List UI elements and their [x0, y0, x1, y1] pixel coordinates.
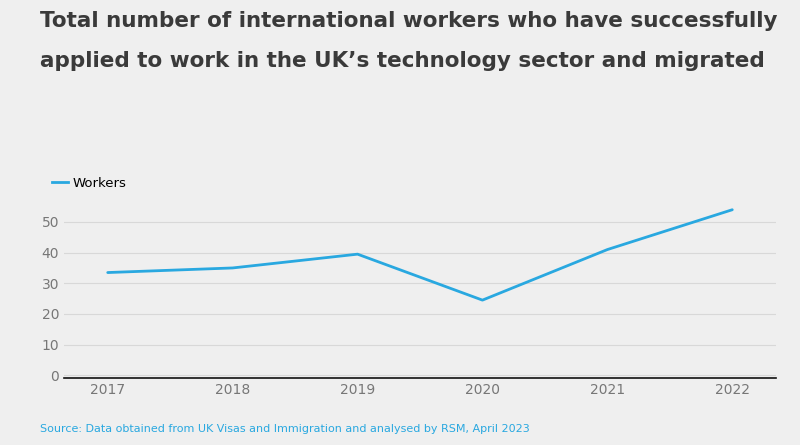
Legend: Workers: Workers	[46, 171, 132, 195]
Text: Source: Data obtained from UK Visas and Immigration and analysed by RSM, April 2: Source: Data obtained from UK Visas and …	[40, 424, 530, 434]
Text: Total number of international workers who have successfully: Total number of international workers wh…	[40, 11, 778, 31]
Text: applied to work in the UK’s technology sector and migrated: applied to work in the UK’s technology s…	[40, 51, 765, 71]
